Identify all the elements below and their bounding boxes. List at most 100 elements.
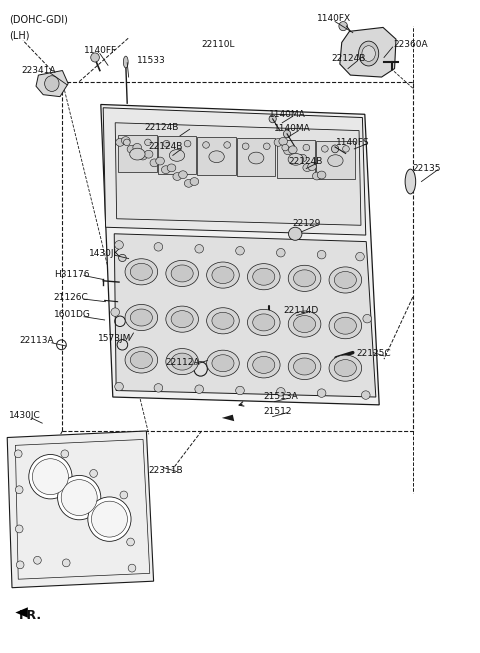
Ellipse shape [206,308,239,334]
Ellipse shape [264,143,270,150]
Polygon shape [15,607,28,618]
Ellipse shape [293,155,302,163]
Text: 22110L: 22110L [202,40,235,49]
Ellipse shape [288,153,303,165]
Ellipse shape [212,355,234,372]
Ellipse shape [90,470,97,477]
Ellipse shape [184,180,193,187]
Ellipse shape [166,349,199,375]
Ellipse shape [116,138,124,146]
Text: FR.: FR. [19,609,42,622]
Ellipse shape [279,137,288,145]
Ellipse shape [303,164,312,172]
Ellipse shape [163,140,170,147]
Text: 1140FS: 1140FS [336,138,370,147]
Ellipse shape [61,450,69,458]
Ellipse shape [206,262,239,288]
Polygon shape [237,138,276,176]
Text: 22112A: 22112A [166,358,200,367]
Ellipse shape [130,351,152,368]
Ellipse shape [284,147,292,155]
Polygon shape [7,431,154,588]
Ellipse shape [184,140,191,147]
Ellipse shape [195,244,204,253]
Ellipse shape [334,360,357,377]
Ellipse shape [212,266,234,283]
Ellipse shape [283,130,290,138]
Ellipse shape [253,268,275,285]
Ellipse shape [317,171,326,179]
Text: (LH): (LH) [10,31,30,41]
Ellipse shape [329,355,362,381]
Ellipse shape [298,154,307,162]
Text: 22341A: 22341A [22,66,56,75]
Polygon shape [101,104,379,405]
Ellipse shape [288,265,321,291]
Ellipse shape [206,350,239,376]
Ellipse shape [312,172,321,180]
Ellipse shape [119,254,126,261]
Polygon shape [118,135,156,172]
Polygon shape [222,415,234,421]
Ellipse shape [166,261,199,287]
Text: 22124B: 22124B [331,54,366,63]
Ellipse shape [127,538,134,546]
Ellipse shape [269,115,276,123]
Text: 22113A: 22113A [19,336,54,345]
Ellipse shape [248,352,280,378]
Ellipse shape [361,390,370,399]
Ellipse shape [125,304,157,330]
Ellipse shape [253,314,275,331]
Ellipse shape [253,357,275,374]
Ellipse shape [276,248,285,257]
Ellipse shape [127,145,136,153]
Ellipse shape [317,389,326,397]
Text: (DOHC-GDI): (DOHC-GDI) [10,14,69,25]
Ellipse shape [15,486,23,494]
Ellipse shape [125,347,157,373]
Ellipse shape [173,172,181,180]
Polygon shape [276,140,315,178]
Ellipse shape [331,145,339,153]
Text: 22135: 22135 [413,164,441,173]
Text: 22124B: 22124B [144,123,179,132]
Ellipse shape [356,252,364,261]
Ellipse shape [288,146,297,153]
Ellipse shape [195,385,204,393]
Ellipse shape [405,169,416,194]
Ellipse shape [288,353,321,379]
Ellipse shape [91,502,128,537]
Ellipse shape [249,152,264,164]
Ellipse shape [166,306,199,332]
Ellipse shape [125,259,157,285]
Ellipse shape [363,314,372,323]
Ellipse shape [274,138,283,146]
Text: 21513A: 21513A [263,392,298,401]
Polygon shape [36,71,68,97]
Ellipse shape [130,309,152,326]
Ellipse shape [161,166,170,174]
Ellipse shape [156,157,164,165]
Text: 1140MA: 1140MA [274,124,311,133]
Ellipse shape [130,148,145,160]
Polygon shape [115,123,361,225]
Text: 1140FX: 1140FX [317,14,351,23]
Bar [62,82,413,431]
Ellipse shape [167,164,176,172]
Text: 1601DG: 1601DG [54,310,91,319]
Ellipse shape [14,450,22,458]
Ellipse shape [328,155,343,167]
Ellipse shape [128,564,136,572]
Ellipse shape [203,142,209,148]
Ellipse shape [329,267,362,293]
Ellipse shape [120,491,128,499]
Ellipse shape [288,227,302,240]
Polygon shape [103,108,366,235]
Ellipse shape [154,383,163,392]
Ellipse shape [248,264,280,290]
Ellipse shape [115,382,123,390]
Polygon shape [114,234,376,397]
Ellipse shape [294,270,316,287]
Ellipse shape [359,41,379,66]
Ellipse shape [88,497,131,541]
